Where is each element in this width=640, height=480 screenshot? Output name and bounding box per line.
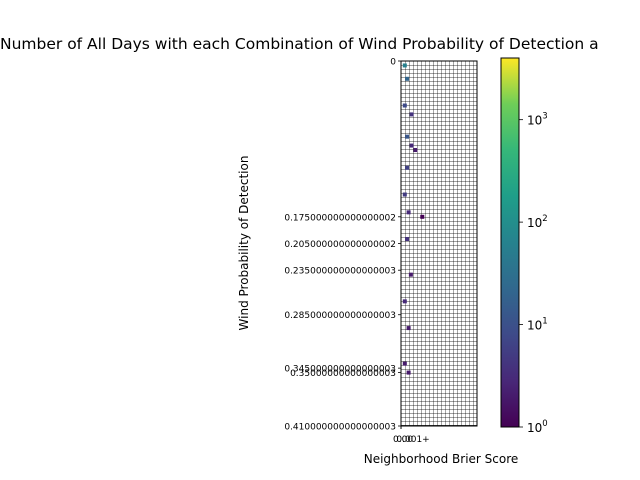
y-tick-label: 0.285000000000000003 — [284, 311, 396, 321]
heatmap-cell — [420, 214, 425, 219]
plot-area — [400, 60, 478, 427]
heatmap-cell — [402, 299, 407, 304]
heatmap-cell — [406, 326, 411, 331]
colorbar-tick-label: 101 — [527, 317, 548, 333]
heatmap-cell — [402, 192, 407, 197]
y-tick-label: 0.345000000000000003 — [284, 365, 396, 375]
colorbar-tick-label: 100 — [527, 419, 548, 435]
heatmap-cell — [405, 165, 410, 170]
y-tick-label: 0.235000000000000003 — [284, 267, 396, 277]
heatmap-cell — [405, 134, 410, 139]
colorbar-ticks: 100 101 102 103 — [519, 112, 548, 435]
chart-title: Number of All Days with each Combination… — [0, 35, 599, 53]
heatmap-cell — [409, 112, 414, 117]
heatmap-cell — [405, 76, 410, 81]
y-tick-label: 0.175000000000000002 — [284, 213, 396, 223]
y-tick-label: 0.410000000000000003 — [284, 423, 396, 433]
colorbar-tick-label: 103 — [527, 112, 548, 128]
heatmap-cell — [402, 63, 407, 68]
x-tick-label: 0.00 — [393, 435, 413, 445]
heatmap-cell — [406, 210, 411, 215]
x-axis-ticks: 0.000.001+ — [393, 426, 430, 445]
colorbar — [500, 57, 520, 428]
heatmap-cell — [402, 361, 407, 366]
x-tick-label: 0.001+ — [396, 435, 429, 445]
heatmap-cell — [408, 272, 413, 277]
y-axis-label: Wind Probability of Detection — [237, 156, 251, 331]
y-tick-label: 0 — [390, 58, 396, 68]
heatmap-cell — [405, 237, 410, 242]
heatmap-cells — [402, 63, 425, 375]
heatmap-cell — [409, 143, 414, 148]
colorbar-tick-label: 102 — [527, 214, 548, 230]
y-tick-label: 0.35000000000000003 — [290, 369, 396, 379]
heatmap-cell — [402, 103, 407, 108]
heatmap-cell — [413, 148, 418, 153]
heatmap-cell — [406, 370, 411, 375]
y-axis-ticks: 0 0.175000000000000002 0.20500000000000000… — [284, 58, 401, 433]
x-axis-label: Neighborhood Brier Score — [364, 452, 519, 466]
y-tick-label: 0.205000000000000002 — [284, 240, 396, 250]
